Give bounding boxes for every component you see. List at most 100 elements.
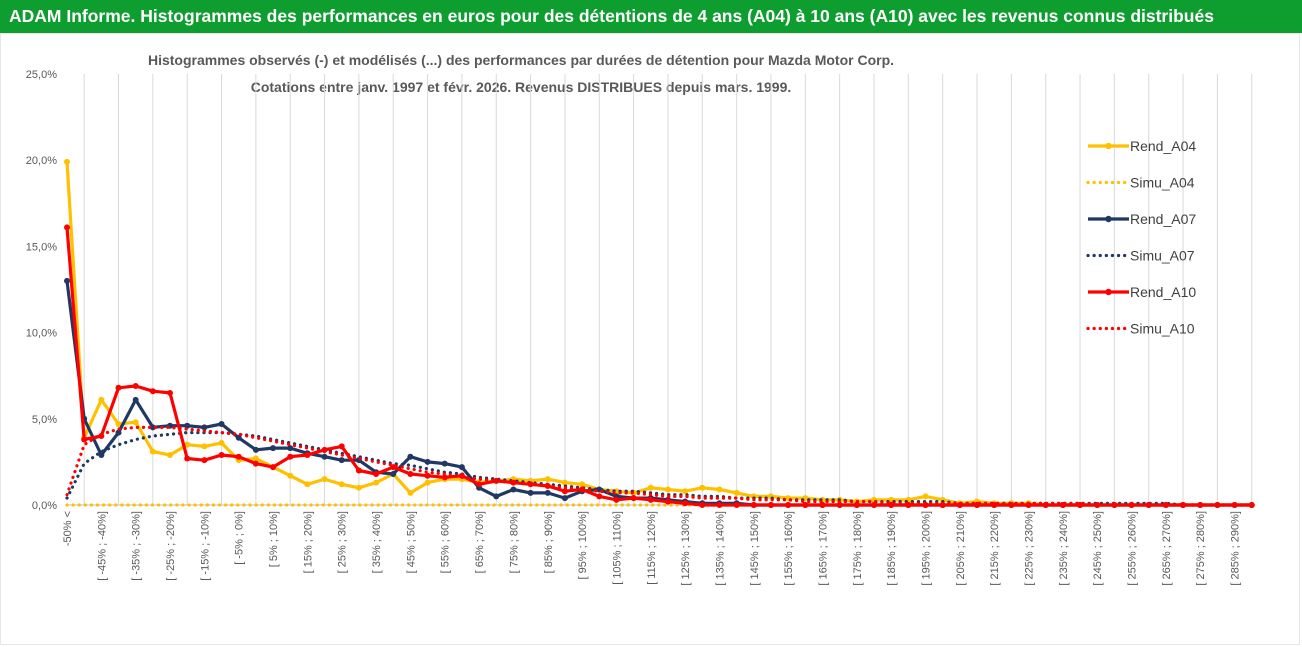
data-point [1180,502,1187,508]
data-point [149,388,156,395]
data-point [338,443,345,450]
x-tick-label: [ 5% ; 10%] [268,511,280,567]
data-point [836,502,843,508]
data-point [321,476,328,483]
x-tick-label: [ 285% ; 290%] [1230,511,1242,586]
series-line [65,280,1252,507]
x-tick-label: [ 105% ; 110%] [611,511,623,585]
x-tick-label: [ 135% ; 140%] [714,511,726,586]
x-tick-label: [ 215% ; 220%] [989,511,1001,586]
data-point [630,495,637,502]
data-point [115,384,122,391]
data-point [132,383,139,390]
data-point [132,396,139,403]
data-point [441,460,448,467]
data-point [287,453,294,460]
x-tick-label: [ 185% ; 190%] [886,511,898,586]
data-point [493,493,500,500]
data-point [613,496,620,503]
data-point [544,489,551,496]
data-point [252,455,259,462]
y-tick-label: 20,0% [26,155,57,167]
data-point [853,502,860,508]
data-point [218,439,225,446]
data-point [716,502,723,508]
data-point [682,500,689,507]
data-point [184,441,191,448]
x-tick-label: [ 225% ; 230%] [1024,511,1036,586]
data-point [750,502,757,508]
x-tick-label: [ -25% ; -20%] [165,511,177,581]
legend-marker [1105,288,1112,296]
data-point [184,455,191,462]
data-point [235,453,242,460]
data-point [64,277,70,284]
data-point [647,484,654,491]
data-point [458,464,465,471]
data-point [270,464,277,471]
line-chart: Histogrammes observés (-) et modélisés (… [26,52,1255,586]
data-point [733,489,740,496]
legend-item: Simu_A10 [1086,321,1195,337]
series-layer [64,158,1255,508]
x-tick-label: -50% < [62,511,74,546]
x-tick-label: [ 75% ; 80%] [508,511,520,573]
legend-item: Simu_A07 [1086,248,1195,264]
data-point [424,458,431,465]
chart-title-line1: Histogrammes observés (-) et modélisés (… [148,52,894,68]
data-point [355,467,362,474]
data-point [252,446,259,453]
data-point [218,452,225,459]
x-tick-label: [ -35% ; -30%] [131,511,143,581]
data-point [785,502,792,508]
series-rend-a04 [64,158,1255,508]
series-line [65,425,1254,507]
chart-title-line2: Cotations entre janv. 1997 et févr. 2026… [251,79,792,95]
data-point [424,472,431,479]
y-tick-label: 0,0% [32,500,57,512]
data-point [373,479,380,486]
x-tick-label: [ 15% ; 20%] [302,511,314,573]
x-tick-label: [ 235% ; 240%] [1058,511,1070,586]
x-tick-label: [ 165% ; 170%] [817,511,829,586]
data-point [270,445,277,452]
data-point [287,472,294,479]
y-tick-label: 10,0% [26,328,57,340]
x-tick-label: [ -5% ; 0%] [234,511,246,565]
x-tick-label: [ -45% ; -40%] [96,511,108,581]
data-point [373,470,380,477]
data-point [699,502,706,508]
data-point [64,224,70,231]
data-point [870,502,877,508]
x-tick-label: [ 255% ; 260%] [1127,511,1139,586]
x-tick-label: [ 85% ; 90%] [543,511,555,573]
data-point [167,389,174,396]
data-point [355,484,362,491]
legend-label: Rend_A07 [1130,211,1196,227]
x-tick-label: [ 65% ; 70%] [474,511,486,573]
x-axis: -50% < [ -45% ; -40%] [ -35% ; -30%] [ -25%… [62,511,1242,586]
legend-label: Simu_A10 [1130,321,1195,337]
x-tick-label: [ 245% ; 250%] [1092,511,1104,586]
data-point [81,436,88,443]
data-point [510,486,517,493]
legend-item: Rend_A10 [1088,284,1196,300]
y-axis: 0,0% 5,0% 10,0% 15,0% 20,0% 25,0% [26,69,57,512]
x-tick-label: [ 205% ; 210%] [955,511,967,586]
series-rend-a10 [64,224,1255,508]
legend: Rend_A04 Simu_A04 Rend_A07 Simu_A07 Rend_A10… [1086,138,1196,337]
data-point [304,452,311,459]
series-line [65,161,1252,507]
data-point [561,479,568,486]
data-point [476,481,483,488]
x-tick-label: [ 25% ; 30%] [337,511,349,573]
data-point [561,488,568,495]
data-point [149,424,156,431]
data-point [64,158,70,165]
data-point [321,453,328,460]
series-line [65,431,1254,507]
x-tick-label: [ 35% ; 40%] [371,511,383,573]
x-tick-label: [ 45% ; 50%] [405,511,417,573]
series-simu-a10 [65,425,1254,507]
data-point [98,452,105,459]
